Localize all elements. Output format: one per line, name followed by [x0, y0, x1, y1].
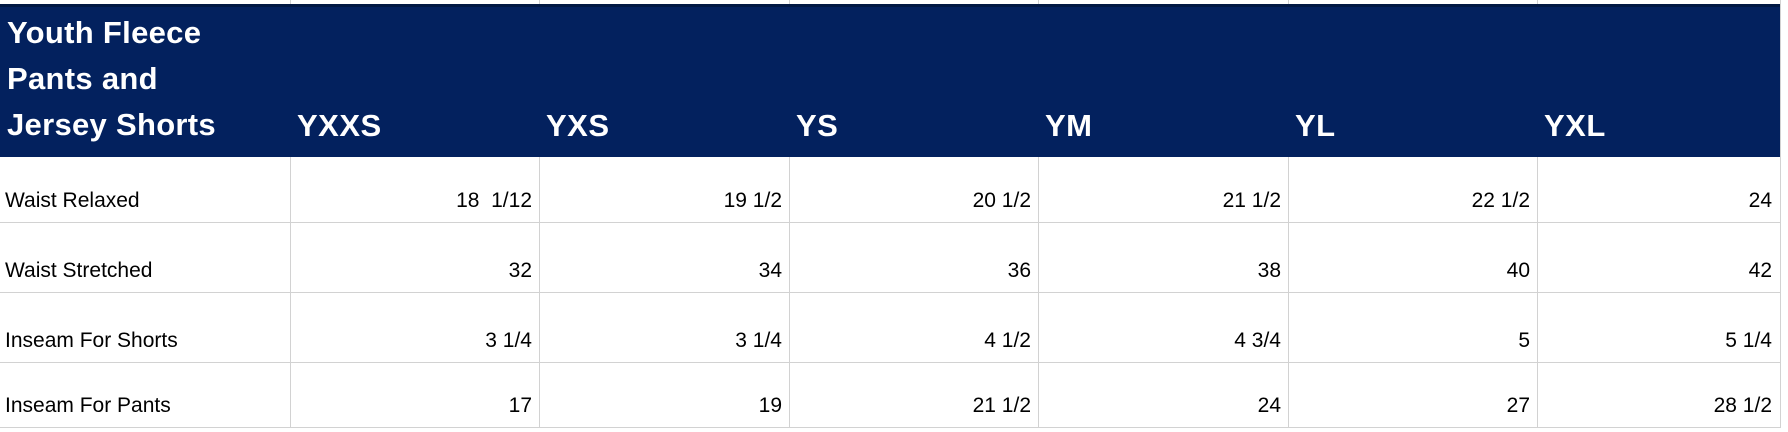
value-cell: 21 1/2 — [1039, 157, 1289, 222]
chart-title-cell: Youth Fleece Pants and Jersey Shorts — [0, 7, 291, 157]
column-header-ym: YM — [1045, 108, 1093, 143]
table-row-inseam-shorts: Inseam For Shorts 3 1/4 3 1/4 4 1/2 4 3/… — [0, 293, 1780, 363]
top-tick-cell — [1538, 0, 1779, 4]
row-label: Inseam For Shorts — [0, 293, 291, 362]
column-header-yxl: YXL — [1544, 108, 1606, 143]
value-cell: 28 1/2 — [1538, 363, 1779, 427]
row-label: Waist Relaxed — [0, 157, 291, 222]
value-cell: 38 — [1039, 223, 1289, 292]
row-label: Waist Stretched — [0, 223, 291, 292]
value-cell: 21 1/2 — [790, 363, 1039, 427]
value-cell: 27 — [1289, 363, 1538, 427]
column-header-yxs: YXS — [546, 108, 610, 143]
value-cell: 19 — [540, 363, 790, 427]
top-gridline-strip — [0, 0, 1780, 4]
value-cell: 19 1/2 — [540, 157, 790, 222]
value-cell: 42 — [1538, 223, 1779, 292]
table-row-waist-stretched: Waist Stretched 32 34 36 38 40 42 — [0, 223, 1780, 293]
table-header-band: Youth Fleece Pants and Jersey Shorts YXX… — [0, 4, 1780, 157]
table-row-inseam-pants: Inseam For Pants 17 19 21 1/2 24 27 28 1… — [0, 363, 1780, 428]
value-cell: 17 — [291, 363, 540, 427]
value-cell: 5 1/4 — [1538, 293, 1779, 362]
column-header-ys: YS — [796, 108, 839, 143]
top-tick-cell — [540, 0, 790, 4]
value-cell: 3 1/4 — [291, 293, 540, 362]
value-cell: 4 1/2 — [790, 293, 1039, 362]
value-cell: 36 — [790, 223, 1039, 292]
value-cell: 24 — [1538, 157, 1779, 222]
top-tick-cell — [1039, 0, 1289, 4]
chart-title: Youth Fleece Pants and Jersey Shorts — [7, 10, 216, 148]
column-header-yl: YL — [1295, 108, 1336, 143]
value-cell: 5 — [1289, 293, 1538, 362]
chart-title-line-3: Jersey Shorts — [7, 107, 216, 142]
table-row-waist-relaxed: Waist Relaxed 18 1/12 19 1/2 20 1/2 21 1… — [0, 157, 1780, 223]
chart-title-line-1: Youth Fleece — [7, 15, 202, 50]
value-cell: 3 1/4 — [540, 293, 790, 362]
top-tick-cell — [291, 0, 540, 4]
value-cell: 4 3/4 — [1039, 293, 1289, 362]
value-cell: 18 1/12 — [291, 157, 540, 222]
chart-title-line-2: Pants and — [7, 61, 158, 96]
value-cell: 22 1/2 — [1289, 157, 1538, 222]
value-cell: 24 — [1039, 363, 1289, 427]
top-tick-cell — [0, 0, 291, 4]
value-cell: 20 1/2 — [790, 157, 1039, 222]
value-cell: 40 — [1289, 223, 1538, 292]
column-header-yxxs: YXXS — [297, 108, 382, 143]
row-label: Inseam For Pants — [0, 363, 291, 427]
top-tick-cell — [790, 0, 1039, 4]
value-cell: 32 — [291, 223, 540, 292]
top-tick-cell — [1289, 0, 1538, 4]
value-cell: 34 — [540, 223, 790, 292]
